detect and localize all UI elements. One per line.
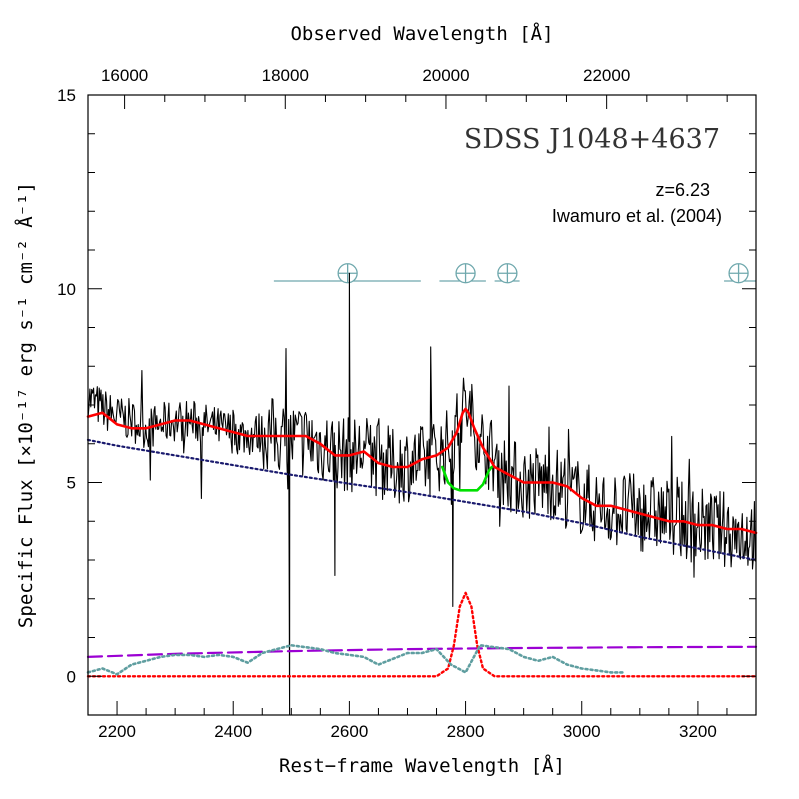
top-axis-title: Observed Wavelength [Å] bbox=[290, 22, 553, 45]
telluric-icon bbox=[455, 263, 476, 284]
series-blue-dotted bbox=[86, 438, 758, 562]
x-top-tick-label: 22000 bbox=[583, 66, 630, 85]
series-red-dotted bbox=[86, 591, 758, 678]
reference-annotation: Iwamuro et al. (2004) bbox=[552, 206, 722, 226]
x-top-tick-label: 16000 bbox=[101, 66, 148, 85]
series-red-line bbox=[86, 407, 758, 535]
tick-labels: 2200 2400 2600 2800 3000 3200 0 5 10 15 16000 18000… bbox=[57, 66, 717, 741]
series-purple-dashed bbox=[86, 645, 758, 658]
y-tick-label: 5 bbox=[67, 474, 76, 493]
telluric-icon bbox=[497, 263, 518, 284]
series-teal-dotted bbox=[86, 644, 627, 676]
telluric-icon bbox=[728, 263, 749, 284]
axis-ticks bbox=[87, 94, 757, 716]
y-tick-label: 10 bbox=[57, 280, 76, 299]
chart-title: SDSS J1048+4637 bbox=[464, 124, 720, 155]
series-green-line bbox=[441, 465, 493, 492]
telluric-markers bbox=[273, 263, 756, 284]
x-tick-label: 3200 bbox=[679, 722, 717, 741]
redshift-annotation: z=6.23 bbox=[655, 180, 710, 200]
series-group bbox=[86, 272, 758, 716]
x-tick-label: 2200 bbox=[98, 722, 136, 741]
x-tick-label: 2800 bbox=[447, 722, 485, 741]
telluric-icon bbox=[337, 263, 358, 284]
y-axis-title: Specific Flux [×10⁻¹⁷ erg s⁻¹ cm⁻² Å⁻¹] bbox=[14, 182, 37, 628]
series-black-line bbox=[87, 272, 756, 716]
x-tick-label: 2600 bbox=[330, 722, 368, 741]
y-tick-label: 15 bbox=[57, 86, 76, 105]
x-tick-label: 3000 bbox=[563, 722, 601, 741]
x-tick-label: 2400 bbox=[214, 722, 252, 741]
x-top-tick-label: 20000 bbox=[422, 66, 469, 85]
y-tick-label: 0 bbox=[67, 667, 76, 686]
x-top-tick-label: 18000 bbox=[262, 66, 309, 85]
x-axis-title: Rest−frame Wavelength [Å] bbox=[279, 754, 565, 777]
